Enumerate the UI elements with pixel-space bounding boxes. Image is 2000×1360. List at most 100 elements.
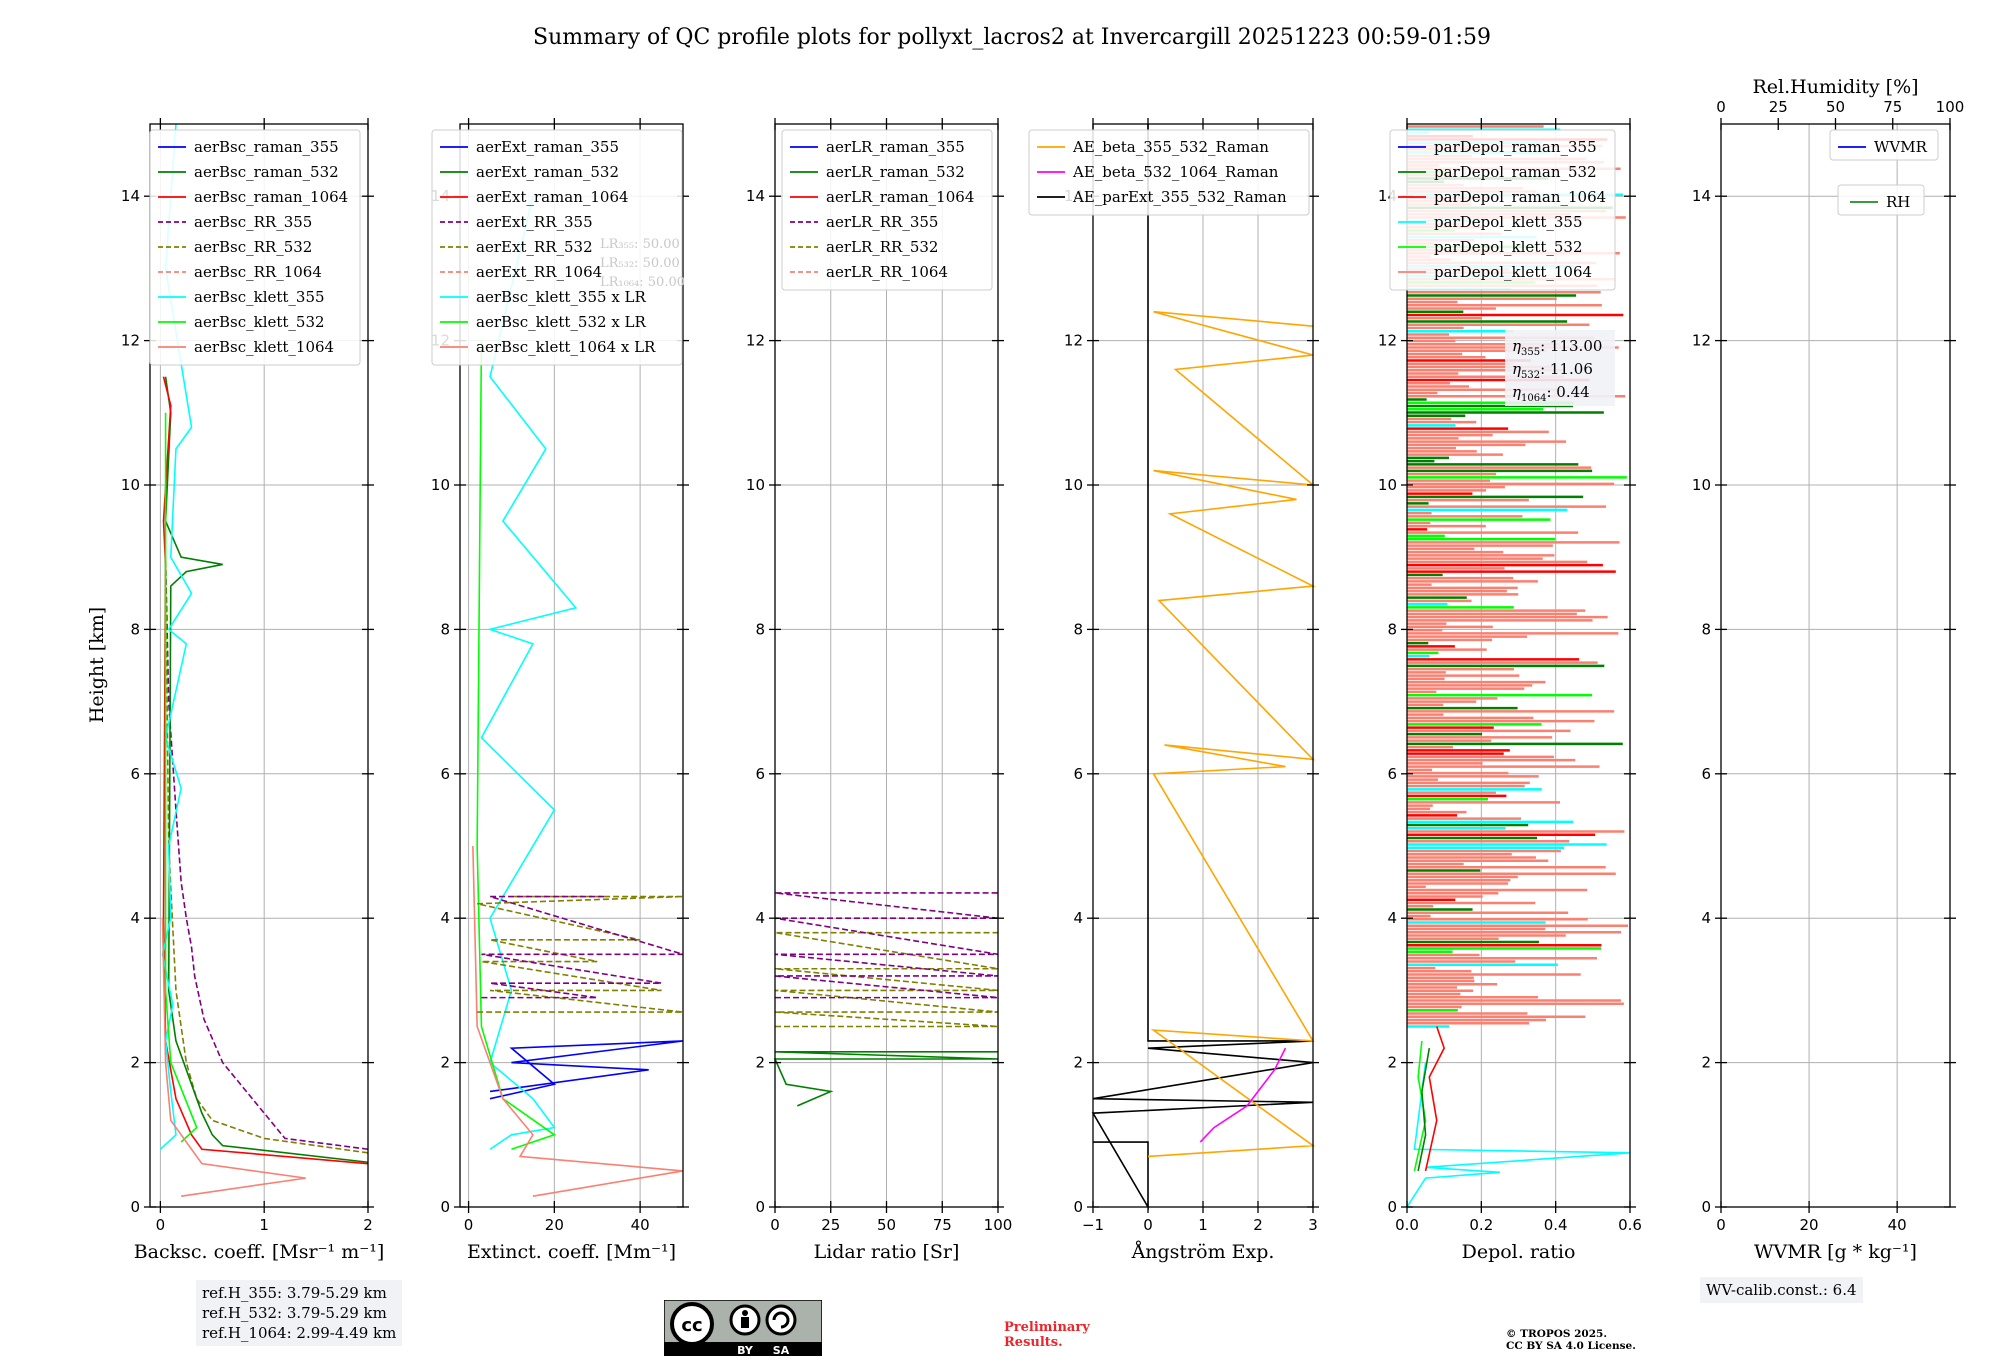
y-tick-label: 10	[1692, 476, 1711, 494]
legend-label: aerLR_raman_355	[826, 138, 965, 156]
legend-label: aerBsc_klett_355	[194, 288, 325, 306]
cc-by-sa-logo: cc BY SA	[664, 1300, 822, 1356]
legend-label: aerLR_raman_1064	[826, 188, 974, 206]
legend-label: aerBsc_klett_532	[194, 313, 325, 331]
eta-line: η532: 11.06	[1512, 360, 1593, 381]
cc-text: cc	[681, 1315, 702, 1336]
y-tick-label: 6	[1701, 765, 1711, 783]
x-tick-label: 1	[259, 1216, 269, 1234]
cc-icon	[670, 1302, 714, 1346]
eta-line: η355: 113.00	[1512, 337, 1602, 358]
x-tick-label: 2	[363, 1216, 373, 1234]
y-tick-label: 2	[755, 1054, 765, 1072]
panel-lidar_ratio: 0 2 4 6 8 10 12 14 0 25 50 75 100 Lidar ratio [Sr] aer…	[746, 118, 1012, 1263]
sa-text: SA	[773, 1344, 790, 1356]
x-tick-label: 40	[1888, 1216, 1907, 1234]
y-tick-label: 2	[440, 1054, 450, 1072]
y-tick-label: 8	[1073, 620, 1083, 638]
y-tick-label: 14	[1692, 187, 1711, 205]
legend-label: aerBsc_klett_1064 x LR	[476, 338, 656, 356]
y-tick-label: 8	[755, 620, 765, 638]
x-tick-label: 3	[1308, 1216, 1318, 1234]
ref-heights-box: ref.H_355: 3.79-5.29 km ref.H_532: 3.79-…	[196, 1280, 403, 1346]
series-aerBsc_klett_532 x LR	[476, 340, 557, 1150]
y-tick-label: 2	[1701, 1054, 1711, 1072]
series-AE_beta_355_532_Raman	[1147, 310, 1316, 1158]
x-tick-label: 0.0	[1395, 1216, 1419, 1234]
y-tick-label: 14	[121, 187, 140, 205]
figure-title: Summary of QC profile plots for pollyxt_…	[533, 25, 1491, 50]
y-tick-label: 2	[1387, 1054, 1397, 1072]
legend-box	[1829, 129, 1939, 161]
y-tick-label: 6	[440, 765, 450, 783]
x-tick-label: 0.2	[1469, 1216, 1493, 1234]
x-tick-label: 50	[877, 1216, 896, 1234]
legend-label: aerLR_raman_532	[826, 163, 965, 181]
x-axis-label: Backsc. coeff. [Msr⁻¹ m⁻¹]	[134, 1241, 385, 1263]
y-tick-label: 14	[746, 187, 765, 205]
x-axis-label: Ångström Exp.	[1131, 1241, 1275, 1263]
y-tick-label: 4	[1073, 909, 1083, 927]
legend-depol: parDepol_raman_355 parDepol_raman_532 parD…	[1389, 129, 1616, 291]
legend-label: aerExt_raman_532	[476, 163, 619, 181]
x-tick-label: 0	[1716, 1216, 1726, 1234]
y-tick-label: 12	[1064, 332, 1083, 350]
legend-box-rh	[1837, 184, 1925, 216]
y-tick-label: 4	[1387, 909, 1397, 927]
legend-label: AE_beta_532_1064_Raman	[1072, 163, 1279, 181]
by-text: BY	[737, 1344, 754, 1356]
x-axis-label: Depol. ratio	[1462, 1241, 1576, 1263]
y-tick-label: 12	[1378, 332, 1397, 350]
legend-label: AE_parExt_355_532_Raman	[1072, 188, 1287, 206]
panel-extinction: 0246810121402040Extinct. coeff. [Mm⁻¹]ae…	[431, 118, 689, 1263]
y-tick-label: 6	[1073, 765, 1083, 783]
series-aerBsc_RR_532	[164, 557, 369, 1154]
legend-label: aerExt_raman_355	[476, 138, 619, 156]
preliminary-line-2: Results.	[1004, 1335, 1063, 1350]
series-aerLR_RR_532	[774, 931, 999, 1028]
sa-share-icon	[765, 1304, 797, 1336]
x-tick-label: 1	[1198, 1216, 1208, 1234]
axes-frame	[459, 123, 684, 1208]
y-tick-label: 6	[130, 765, 140, 783]
legend-label: aerLR_RR_1064	[826, 263, 948, 281]
x-tick-label: 0	[464, 1216, 474, 1234]
legend-label: WVMR	[1874, 138, 1928, 156]
legend-label: aerBsc_klett_1064	[194, 338, 334, 356]
axes-frame	[1720, 123, 1951, 1208]
legend-label: aerExt_RR_532	[476, 238, 593, 256]
legend-label: aerBsc_raman_1064	[194, 188, 348, 206]
y-tick-label: 12	[121, 332, 140, 350]
y-tick-label: 8	[1387, 620, 1397, 638]
legend-label: parDepol_klett_355	[1434, 213, 1583, 231]
legend-backscatter: aerBsc_raman_355 aerBsc_raman_532 aerBsc_r…	[149, 129, 361, 366]
y-tick-label: 6	[755, 765, 765, 783]
series-aerBsc_klett_532	[164, 412, 198, 1143]
x-axis-label: Lidar ratio [Sr]	[814, 1241, 960, 1263]
x-tick-label: 0	[156, 1216, 166, 1234]
x-tick-label: −1	[1082, 1216, 1104, 1234]
x-axis-label: WVMR [g * kg⁻¹]	[1754, 1241, 1917, 1263]
preliminary-line-1: Preliminary	[1004, 1320, 1090, 1335]
y-tick-label: 4	[440, 909, 450, 927]
series-aerBsc_klett_355	[159, 123, 193, 1150]
y-tick-label: 10	[1064, 476, 1083, 494]
legend-box	[1389, 129, 1616, 291]
legend-wvmr: WVMR RH	[1829, 129, 1939, 216]
y-tick-label: 0	[755, 1198, 765, 1216]
series-aerExt_RR_355	[481, 895, 684, 999]
x-tick-label: 0.4	[1544, 1216, 1568, 1234]
x-tick-label: 0.6	[1618, 1216, 1642, 1234]
eta-box	[1505, 330, 1615, 406]
y-tick-label: 0	[1387, 1198, 1397, 1216]
legend-box	[1028, 129, 1310, 216]
top-x-tick-label: 0	[1716, 98, 1726, 116]
x-axis-label: Extinct. coeff. [Mm⁻¹]	[467, 1241, 676, 1263]
series-aerBsc_klett_1064 x LR	[472, 845, 684, 1197]
y-tick-label: 4	[1701, 909, 1711, 927]
series-aerLR_RR_355	[774, 892, 999, 999]
